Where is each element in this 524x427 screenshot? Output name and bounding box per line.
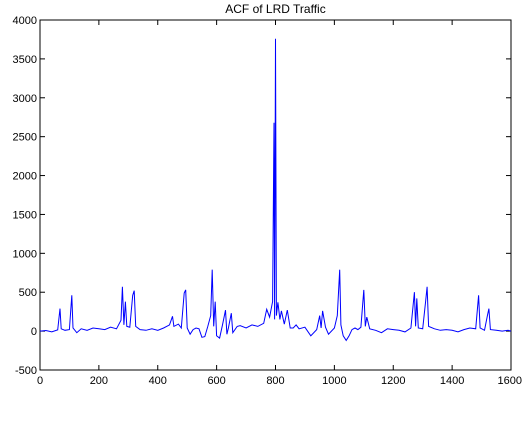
y-tick-label: 1500 <box>13 209 37 221</box>
y-tick-label: 1000 <box>13 248 37 260</box>
y-tick-label: 3000 <box>13 93 37 105</box>
x-tick-label: 400 <box>149 375 167 387</box>
y-tick-label: 2000 <box>13 171 37 183</box>
x-axis: 0 200 400 600 800 1000 1200 1400 1600 <box>37 20 522 387</box>
x-tick-label: 1400 <box>440 375 464 387</box>
x-tick-label: 1000 <box>322 375 346 387</box>
chart-title: ACF of LRD Traffic <box>225 2 326 16</box>
y-tick-label: 500 <box>19 287 37 299</box>
series-layer <box>39 38 512 342</box>
x-tick-label: 0 <box>37 375 43 387</box>
y-tick-label: 3500 <box>13 54 37 66</box>
x-tick-label: 1200 <box>381 375 405 387</box>
y-tick-label: 2500 <box>13 132 37 144</box>
y-tick-label: 4000 <box>13 15 37 27</box>
x-tick-label: 600 <box>207 375 225 387</box>
x-tick-label: 200 <box>90 375 108 387</box>
x-tick-label: 800 <box>266 375 284 387</box>
x-tick-label: 1600 <box>498 375 522 387</box>
y-tick-label: -500 <box>15 365 37 377</box>
y-axis: -500 0 500 1000 1500 2000 2500 3000 3500 4000 <box>13 15 511 377</box>
y-tick-label: 0 <box>31 326 37 338</box>
acf-series-line <box>39 38 512 342</box>
